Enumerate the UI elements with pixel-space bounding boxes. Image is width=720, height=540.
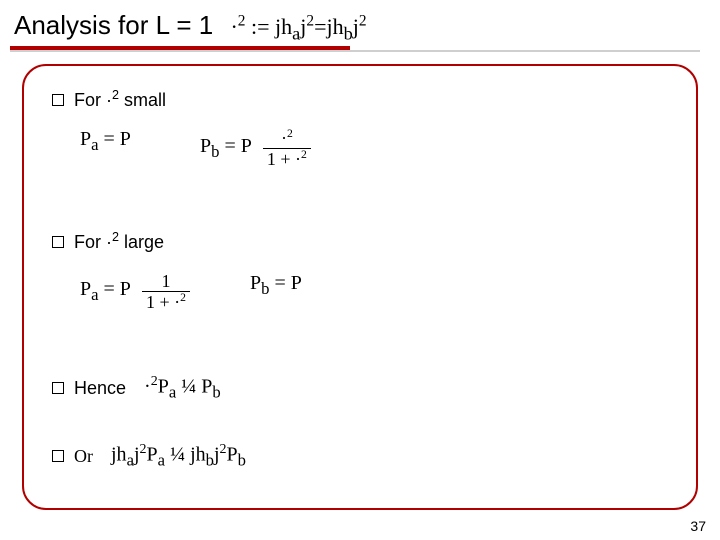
bullet-label: For ·2 large bbox=[74, 230, 164, 253]
formula: Pa = P bbox=[80, 128, 131, 155]
bullet-row: For ·2 small bbox=[52, 88, 166, 111]
fraction-numerator: 1 bbox=[157, 272, 174, 291]
slide-title: Analysis for L = 1 ·2 := jhaj2=jhbj2 bbox=[14, 10, 367, 44]
fraction-denominator: 1 + ·2 bbox=[263, 148, 311, 169]
bullet-checkbox-icon bbox=[52, 450, 64, 462]
formula: Pb = P bbox=[250, 272, 302, 299]
bullet-label: Hence bbox=[74, 378, 126, 399]
title-text: Analysis for L = 1 bbox=[14, 10, 213, 40]
inline-formula: jhaj2Pa ¼ jhbj2Pb bbox=[111, 442, 246, 471]
title-underline-gray bbox=[10, 50, 700, 52]
formula: Pb = P ·21 + ·2 bbox=[200, 128, 311, 169]
bullet-checkbox-icon bbox=[52, 94, 64, 106]
bullet-row: Or jhaj2Pa ¼ jhbj2Pb bbox=[52, 442, 246, 471]
formula-base: Pb = P bbox=[250, 272, 302, 299]
formula-base: Pa = P bbox=[80, 128, 131, 155]
inline-formula: ·2Pa ¼ Pb bbox=[144, 374, 221, 403]
formula: Pa = P 11 + ·2 bbox=[80, 272, 190, 312]
bullet-row: For ·2 large bbox=[52, 230, 164, 253]
fraction: 11 + ·2 bbox=[142, 272, 190, 312]
page-number: 37 bbox=[690, 518, 706, 534]
bullet-row: Hence ·2Pa ¼ Pb bbox=[52, 374, 221, 403]
bullet-label: For ·2 small bbox=[74, 88, 166, 111]
bullet-checkbox-icon bbox=[52, 382, 64, 394]
fraction-numerator: ·2 bbox=[277, 128, 297, 148]
fraction: ·21 + ·2 bbox=[263, 128, 311, 169]
title-formula: ·2 := jhaj2=jhbj2 bbox=[230, 14, 366, 39]
formula-base: Pb = P bbox=[200, 135, 257, 162]
fraction-denominator: 1 + ·2 bbox=[142, 291, 190, 312]
bullet-checkbox-icon bbox=[52, 236, 64, 248]
formula-base: Pa = P bbox=[80, 278, 136, 305]
bullet-label: Or bbox=[74, 446, 93, 467]
